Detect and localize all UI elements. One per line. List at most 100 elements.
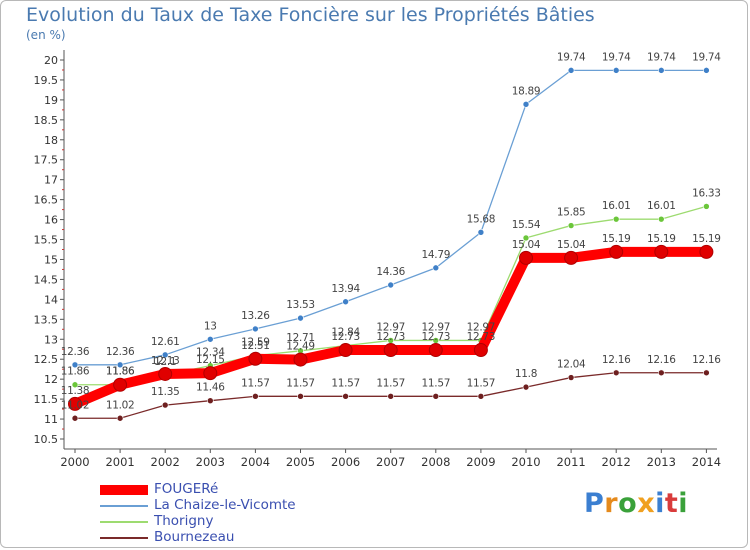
x-tick-label: 2014	[692, 455, 721, 469]
legend-item: Thorigny	[100, 513, 360, 530]
data-label-3-12: 12.16	[602, 354, 631, 366]
data-label-3-9: 11.57	[467, 377, 496, 389]
data-point-3-10	[522, 383, 530, 391]
data-point-3-14	[703, 369, 710, 377]
data-point-1-4	[252, 325, 259, 333]
proxiti-logo: Proxiti	[584, 488, 688, 519]
legend-label: Thorigny	[154, 513, 214, 529]
data-point-3-8	[432, 393, 440, 400]
logo-letter: o	[618, 488, 638, 519]
logo-letter: t	[664, 488, 679, 519]
y-tick-label: 12	[44, 373, 58, 386]
data-label-3-4: 11.57	[241, 377, 270, 389]
data-point-0-5	[293, 352, 308, 367]
x-tick-label: 2004	[241, 455, 270, 469]
data-label-2-7: 12.97	[376, 321, 405, 333]
data-point-0-14	[699, 244, 714, 259]
y-tick-label: 20	[44, 54, 58, 67]
data-point-1-13	[657, 67, 665, 74]
data-label-1-7: 14.36	[376, 266, 405, 278]
data-label-0-10: 15.04	[512, 239, 541, 251]
y-tick-label: 15	[44, 253, 58, 266]
data-point-2-13	[657, 215, 665, 223]
y-tick-label: 19.5	[34, 74, 59, 87]
legend-swatch	[100, 521, 148, 523]
data-label-2-3: 12.34	[196, 347, 225, 359]
data-point-1-3	[207, 335, 214, 343]
data-point-3-1	[116, 414, 124, 422]
data-point-0-7	[383, 343, 398, 358]
data-point-1-14	[703, 67, 710, 74]
legend-swatch	[100, 537, 148, 539]
data-point-0-6	[338, 343, 353, 358]
data-label-1-3: 13	[204, 320, 217, 332]
data-label-2-1: 11.86	[106, 366, 135, 378]
data-point-2-10	[522, 234, 530, 242]
data-label-2-5: 12.71	[286, 332, 315, 344]
data-label-0-2: 12.13	[151, 355, 180, 367]
y-tick-label: 16.5	[34, 194, 59, 207]
data-label-1-5: 13.53	[286, 299, 315, 311]
legend-label: Bournezeau	[154, 529, 235, 545]
data-point-1-7	[387, 281, 395, 289]
data-point-0-12	[609, 244, 624, 259]
data-label-1-13: 19.74	[647, 51, 676, 63]
data-label-1-8: 14.79	[422, 249, 451, 261]
data-label-1-2: 12.61	[151, 336, 180, 348]
data-point-0-1	[113, 377, 128, 392]
y-tick-label: 14	[44, 293, 58, 306]
data-point-1-1	[116, 361, 124, 369]
data-point-0-8	[428, 343, 443, 358]
data-label-3-2: 11.35	[151, 386, 180, 398]
data-label-0-3: 12.15	[196, 354, 225, 366]
logo-letter: i	[678, 488, 689, 519]
data-label-1-6: 13.94	[331, 283, 360, 295]
data-label-1-9: 15.68	[467, 213, 496, 225]
data-label-3-3: 11.46	[196, 382, 225, 394]
data-label-3-14: 12.16	[692, 354, 721, 366]
y-tick-label: 11.5	[34, 393, 59, 406]
data-label-0-4: 12.51	[241, 340, 270, 352]
data-label-0-11: 15.04	[557, 239, 586, 251]
y-tick-label: 10.5	[34, 433, 59, 446]
x-tick-label: 2013	[647, 455, 676, 469]
data-point-0-11	[564, 250, 579, 265]
data-label-3-0: 11.02	[61, 399, 90, 411]
data-label-2-8: 12.97	[422, 321, 451, 333]
data-point-3-5	[297, 393, 304, 400]
data-label-1-4: 13.26	[241, 310, 270, 322]
legend-swatch	[100, 505, 148, 507]
legend: FOUGERé La Chaize-le-Vicomte Thorigny Bourn…	[100, 481, 360, 546]
data-label-3-1: 11.02	[106, 399, 135, 411]
data-point-0-9	[473, 343, 488, 358]
data-label-1-0: 12.36	[61, 346, 90, 358]
data-label-0-14: 15.19	[692, 233, 721, 245]
data-point-2-12	[612, 215, 620, 223]
data-point-0-3	[203, 366, 218, 381]
data-point-1-9	[477, 229, 485, 236]
logo-letter: P	[584, 488, 605, 519]
data-point-0-13	[654, 244, 669, 259]
data-point-2-0	[71, 381, 79, 389]
data-label-2-12: 16.01	[602, 200, 631, 212]
data-point-0-0	[68, 396, 82, 411]
y-tick-label: 13.5	[34, 313, 59, 326]
x-tick-label: 2003	[196, 455, 225, 469]
data-point-1-10	[522, 100, 530, 108]
y-tick-label: 11	[44, 413, 58, 426]
data-label-0-8: 12.73	[422, 331, 451, 343]
y-tick-label: 17	[44, 174, 58, 187]
data-point-3-0	[71, 414, 79, 422]
data-label-3-8: 11.57	[422, 377, 451, 389]
data-point-3-6	[342, 393, 349, 400]
data-point-3-4	[252, 393, 259, 400]
data-label-3-6: 11.57	[331, 377, 360, 389]
data-label-2-6: 12.84	[331, 327, 360, 339]
data-point-1-11	[567, 67, 575, 74]
y-tick-label: 16	[44, 214, 58, 227]
data-point-1-6	[342, 298, 349, 306]
data-point-3-3	[207, 397, 214, 405]
data-label-0-0: 11.38	[61, 385, 90, 397]
data-point-0-4	[248, 351, 263, 366]
